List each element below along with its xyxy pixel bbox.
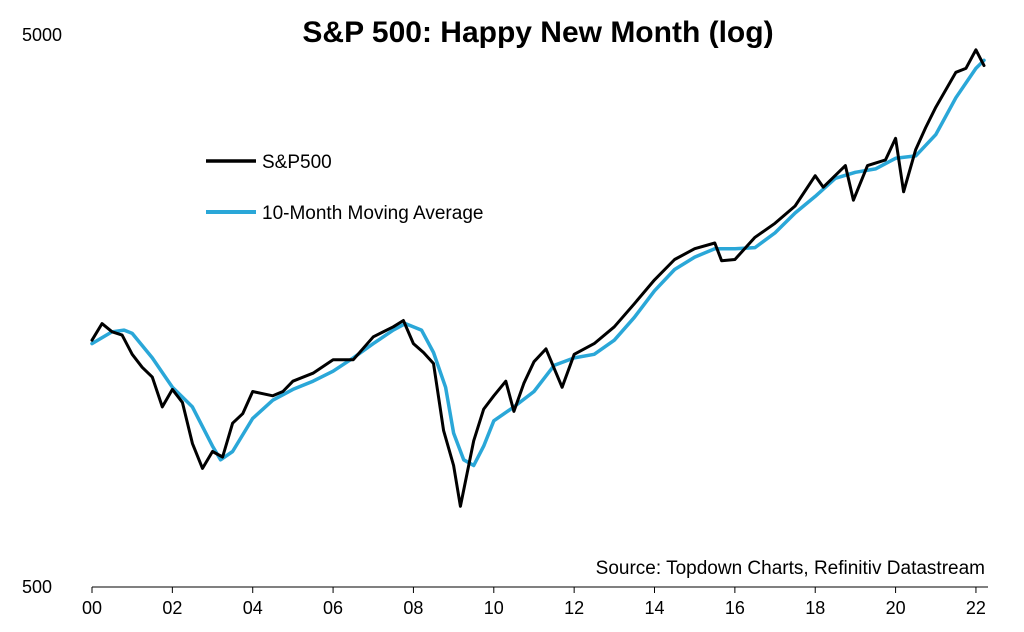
- y-axis: 500 5000: [22, 25, 62, 597]
- x-tick-label: 16: [725, 598, 745, 618]
- x-tick-label: 10: [484, 598, 504, 618]
- x-axis: 00 02 04 06 08 10 12 14 16 18 20 22: [82, 587, 986, 618]
- legend: S&P500 10-Month Moving Average: [206, 152, 483, 224]
- x-tick-label: 22: [966, 598, 986, 618]
- x-tick-label: 20: [886, 598, 906, 618]
- x-tick-label: 08: [403, 598, 423, 618]
- x-tick-label: 06: [323, 598, 343, 618]
- plot-area: [90, 48, 986, 508]
- x-tick-label: 04: [243, 598, 263, 618]
- y-tick-label: 5000: [22, 25, 62, 45]
- series-line-ma10: [90, 58, 986, 468]
- legend-label-ma10: 10-Month Moving Average: [262, 203, 483, 224]
- x-tick-label: 12: [564, 598, 584, 618]
- source-note: Source: Topdown Charts, Refinitiv Datast…: [596, 558, 985, 579]
- legend-label-sp500: S&P500: [262, 152, 332, 173]
- x-tick-label: 14: [644, 598, 664, 618]
- y-tick-label: 500: [22, 577, 52, 597]
- x-tick-label: 02: [162, 598, 182, 618]
- series-line-sp500: [90, 48, 986, 508]
- x-tick-label: 00: [82, 598, 102, 618]
- x-tick-label: 18: [805, 598, 825, 618]
- chart-title: S&P 500: Happy New Month (log): [302, 16, 773, 49]
